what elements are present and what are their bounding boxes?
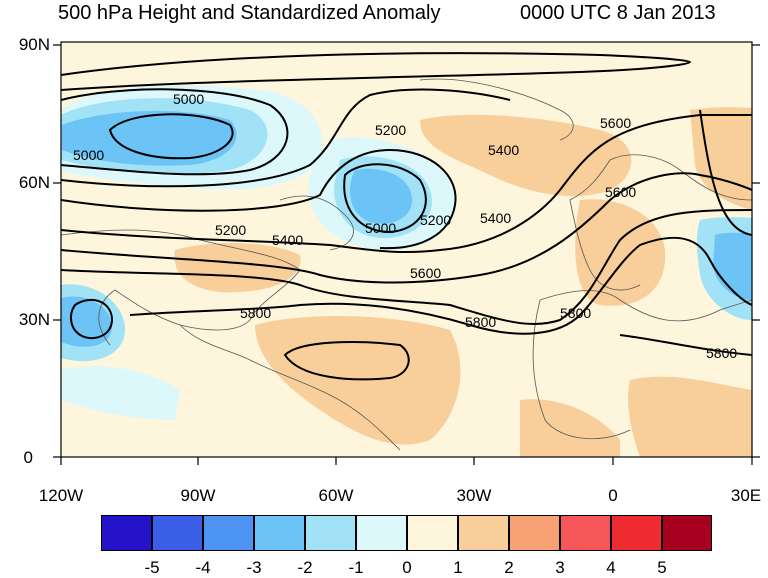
contour-label: 5400 bbox=[480, 210, 511, 226]
contour-label-group: 5000 5000 5200 5400 5200 5000 5200 5400 … bbox=[73, 91, 737, 361]
colorbar-swatch bbox=[152, 515, 203, 551]
colorbar-label: 5 bbox=[657, 558, 667, 577]
contour-label: 5400 bbox=[488, 142, 519, 158]
contour-label: 5600 bbox=[600, 115, 631, 131]
colorbar-label: 3 bbox=[555, 558, 565, 577]
contour-label: 5800 bbox=[465, 314, 496, 330]
contour-label: 5800 bbox=[560, 305, 591, 321]
contour-label: 5800 bbox=[240, 305, 271, 321]
lat-label: 30N bbox=[18, 310, 50, 329]
lon-label: 30W bbox=[456, 486, 492, 505]
colorbar-label: -4 bbox=[195, 558, 211, 577]
colorbar-swatch bbox=[662, 515, 712, 551]
contour-label: 5000 bbox=[365, 220, 396, 236]
colorbar-swatch bbox=[509, 515, 560, 551]
colorbar-label: 4 bbox=[606, 558, 616, 577]
contour-label: 5200 bbox=[420, 212, 451, 228]
contour-label: 5600 bbox=[410, 265, 441, 281]
lon-label: 0 bbox=[608, 486, 618, 505]
contour-label: 5600 bbox=[605, 184, 636, 200]
contour-label: 5000 bbox=[173, 91, 204, 107]
map-title: 500 hPa Height and Standardized Anomaly bbox=[58, 2, 441, 24]
map-date: 0000 UTC 8 Jan 2013 bbox=[520, 2, 716, 24]
lat-label: 60N bbox=[18, 173, 50, 192]
axis-ticks bbox=[53, 44, 760, 465]
colorbar-label: -1 bbox=[348, 558, 364, 577]
lon-label: 90W bbox=[180, 486, 216, 505]
height-contours bbox=[61, 52, 752, 381]
colorbar-label: 2 bbox=[504, 558, 514, 577]
colorbar-swatch bbox=[356, 515, 407, 551]
colorbar-label: -3 bbox=[246, 558, 262, 577]
contour-label: 5400 bbox=[272, 232, 303, 248]
colorbar-label: -5 bbox=[144, 558, 160, 577]
contour-label: 5000 bbox=[73, 147, 104, 163]
colorbar-swatch bbox=[254, 515, 305, 551]
lat-label: 0 bbox=[23, 448, 33, 467]
lon-label: 120W bbox=[38, 486, 84, 505]
colorbar-swatch bbox=[611, 515, 662, 551]
colorbar-label: 0 bbox=[402, 558, 412, 577]
colorbar-label: 1 bbox=[453, 558, 463, 577]
contour-label: 5200 bbox=[375, 122, 406, 138]
colorbar-swatch bbox=[560, 515, 611, 551]
colorbar-swatch bbox=[101, 515, 152, 551]
colorbar-label: -2 bbox=[297, 558, 313, 577]
contour-label: 5800 bbox=[706, 345, 737, 361]
lon-label: 30E bbox=[730, 486, 762, 505]
lon-label: 60W bbox=[318, 486, 354, 505]
colorbar-swatch bbox=[458, 515, 509, 551]
lat-label: 90N bbox=[18, 35, 50, 54]
anomaly-region-pos bbox=[420, 114, 632, 197]
map-frame bbox=[60, 41, 753, 458]
colorbar-swatch bbox=[203, 515, 254, 551]
colorbar-swatch bbox=[407, 515, 458, 551]
contour-label: 5200 bbox=[215, 222, 246, 238]
colorbar-swatch bbox=[305, 515, 356, 551]
